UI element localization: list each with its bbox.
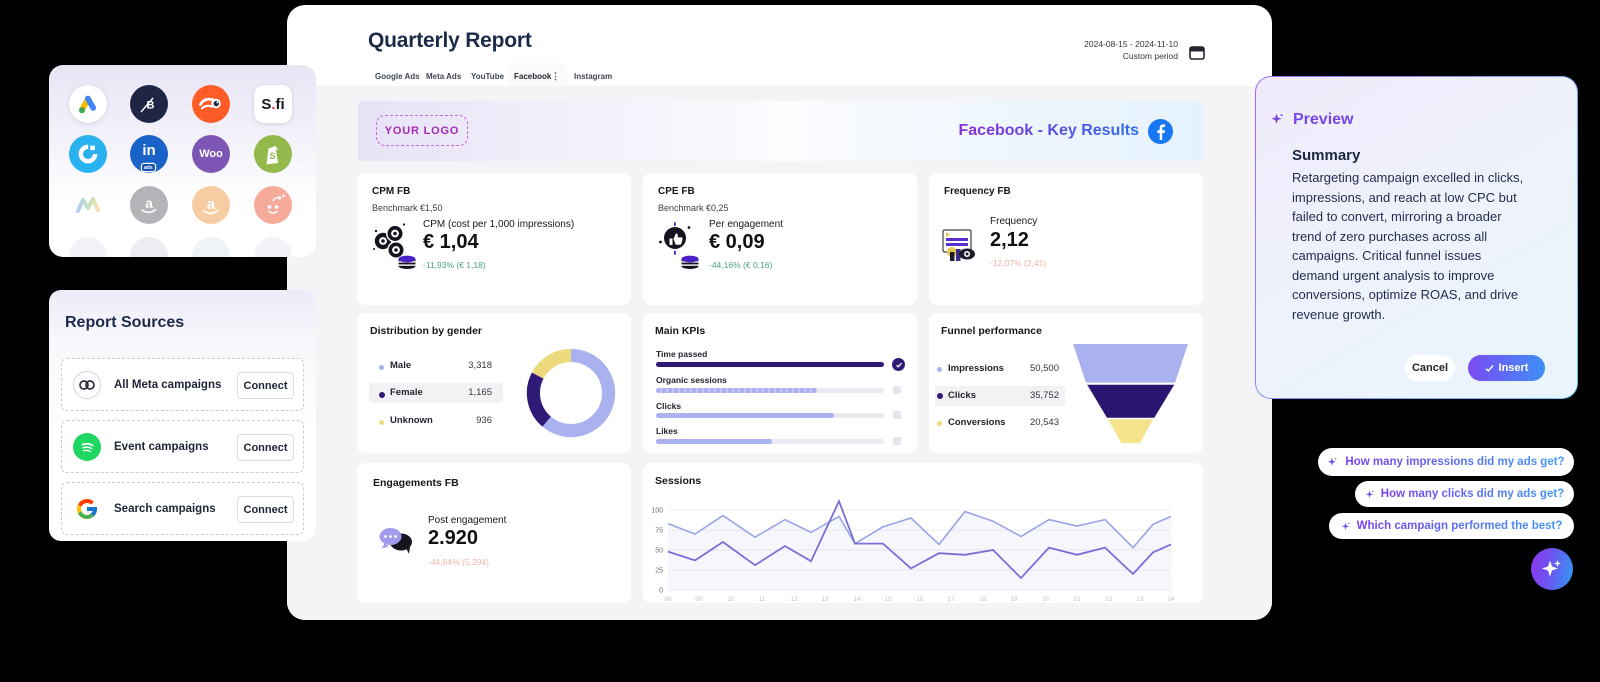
svg-text:21: 21 <box>1073 596 1081 603</box>
svg-text:12: 12 <box>790 596 798 603</box>
svg-text:25: 25 <box>655 568 663 575</box>
svg-text:50: 50 <box>655 548 663 555</box>
svg-text:11: 11 <box>759 596 766 603</box>
svg-text:75: 75 <box>655 528 663 535</box>
svg-text:a: a <box>207 196 216 213</box>
svg-text:19: 19 <box>1010 596 1018 603</box>
svg-text:23: 23 <box>1136 596 1144 603</box>
svg-text:22: 22 <box>1105 596 1113 603</box>
svg-text:0: 0 <box>659 588 663 595</box>
svg-text:100: 100 <box>651 508 663 515</box>
svg-text:B: B <box>147 100 155 112</box>
svg-text:16: 16 <box>916 596 924 603</box>
svg-text:18: 18 <box>979 596 987 603</box>
svg-text:08: 08 <box>664 596 672 603</box>
svg-text:24: 24 <box>1167 596 1175 603</box>
svg-text:S: S <box>269 151 275 161</box>
svg-text:15: 15 <box>884 596 892 603</box>
svg-text:17: 17 <box>947 596 955 603</box>
svg-text:10: 10 <box>727 596 735 603</box>
svg-text:20: 20 <box>1042 596 1050 603</box>
svg-text:14: 14 <box>853 596 861 603</box>
svg-text:a: a <box>145 195 153 211</box>
svg-text:13: 13 <box>821 596 829 603</box>
svg-text:09: 09 <box>695 596 703 603</box>
